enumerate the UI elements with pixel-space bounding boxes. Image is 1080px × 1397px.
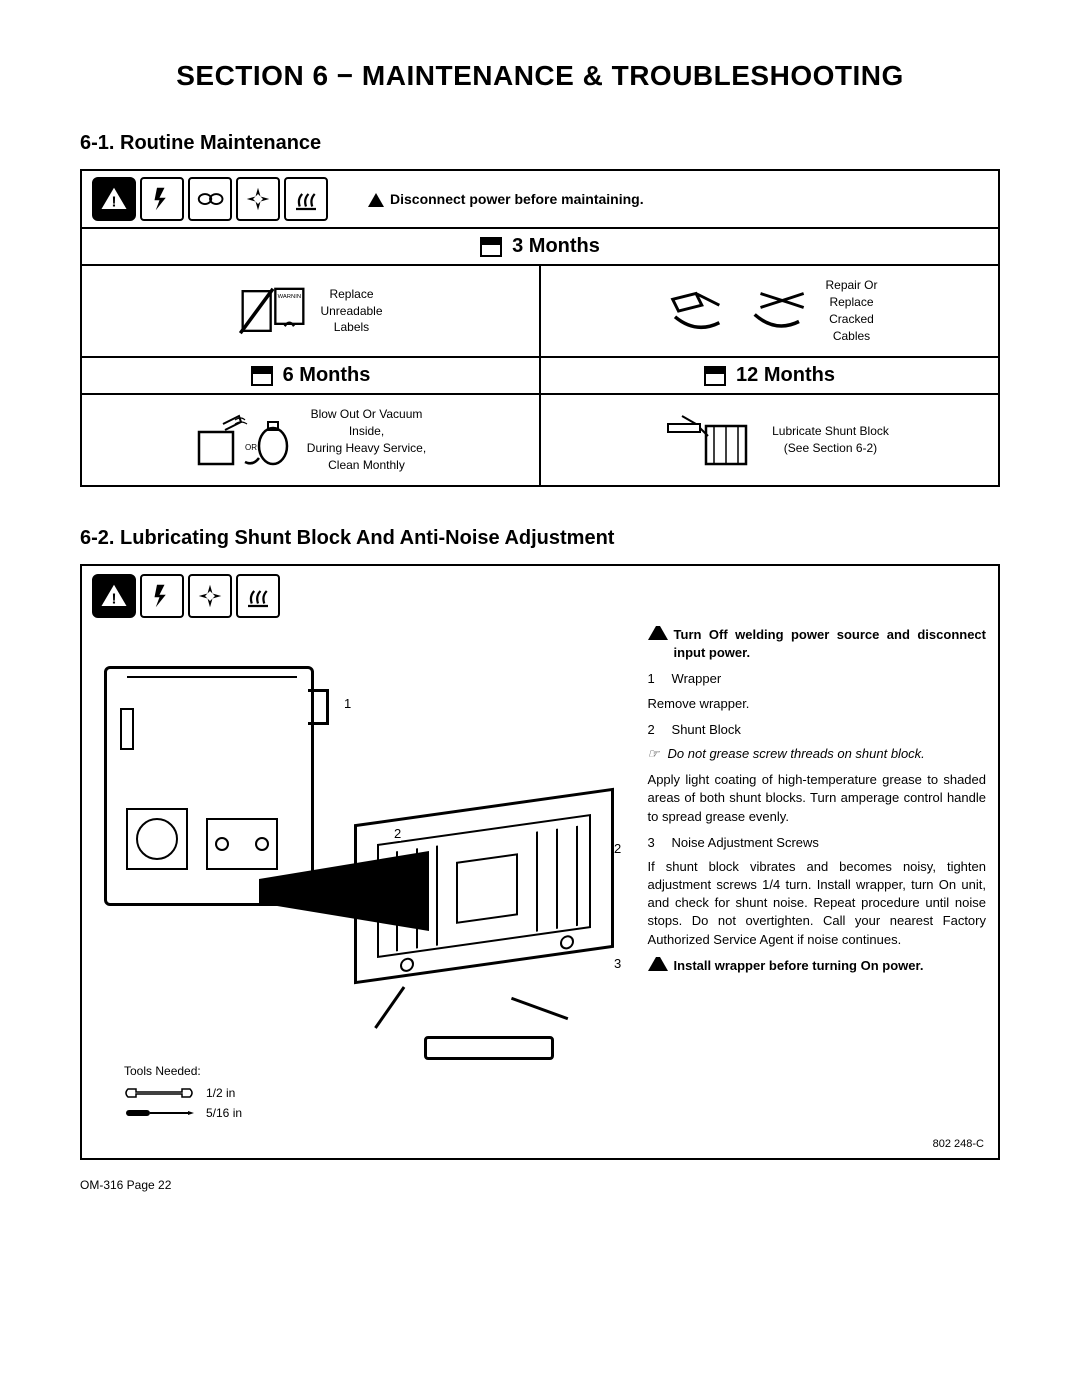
turn-off-warning: Turn Off welding power source and discon…	[674, 626, 986, 662]
tool-wrench-size: 1/2 in	[206, 1086, 235, 1100]
air-nozzle-icon: OR	[195, 410, 295, 470]
calendar-icon	[251, 366, 273, 386]
tool-screwdriver-row: 5/16 in	[124, 1106, 242, 1120]
grease-gun-shunt-icon	[650, 410, 760, 470]
unreadable-label-icon: WARNIN	[238, 281, 308, 341]
moving-parts-icon	[236, 177, 280, 221]
interval-6-label: 6 Months	[283, 364, 371, 387]
warning-triangle-icon: !	[92, 177, 136, 221]
interval-3-months-header: 3 Months	[82, 227, 998, 264]
welder-outline	[104, 666, 314, 906]
page-footer: OM-316 Page 22	[80, 1178, 1000, 1192]
interval-6-12-row: OR Blow Out Or Vacuum Inside, During Hea…	[82, 393, 998, 485]
interval-3-row: WARNIN Replace Unreadable Labels Repair …	[82, 264, 998, 356]
warning-triangle-icon: !	[92, 574, 136, 618]
subsection-6-1-title: 6-1. Routine Maintenance	[80, 132, 1000, 155]
blowout-text: Blow Out Or Vacuum Inside, During Heavy …	[307, 406, 426, 473]
callout-1: 1	[344, 696, 351, 711]
calendar-icon	[704, 366, 726, 386]
caution-triangle-icon	[368, 193, 384, 207]
grease-note: Do not grease screw threads on shunt blo…	[668, 746, 925, 761]
install-wrapper-warning: Install wrapper before turning On power.	[674, 957, 924, 975]
moving-parts-icon	[188, 574, 232, 618]
callout-3: 3	[614, 956, 621, 971]
lubricate-cell: Lubricate Shunt Block (See Section 6-2)	[539, 395, 998, 485]
cables-cell: Repair Or Replace Cracked Cables	[539, 266, 998, 356]
safety-icon-strip-2: !	[82, 566, 998, 618]
item-3-label: Noise Adjustment Screws	[672, 834, 819, 852]
instruction-text: Turn Off welding power source and discon…	[648, 626, 986, 1146]
svg-text:!: !	[112, 194, 117, 211]
calendar-icon	[480, 237, 502, 257]
tool-screwdriver-size: 5/16 in	[206, 1106, 242, 1120]
section-title: SECTION 6 − MAINTENANCE & TROUBLESHOOTIN…	[80, 60, 1000, 92]
safety-icon-strip: !	[92, 177, 328, 221]
interval-6-header: 6 Months	[82, 358, 539, 393]
tools-needed-block: Tools Needed: 1/2 in 5/16 in	[124, 1064, 242, 1126]
routine-maintenance-table: ! Disconnect power before maintaining. 3…	[80, 169, 1000, 487]
electric-shock-icon	[140, 574, 184, 618]
ground-clamp-icon	[743, 281, 813, 341]
tool-wrench-row: 1/2 in	[124, 1086, 242, 1100]
item-2-label: Shunt Block	[672, 721, 741, 739]
diagram-area: 1 2 2 3 Tools Needed: 1/2 in 5/16 in	[94, 626, 636, 1146]
note-pointer-icon: ☞	[648, 745, 668, 763]
callout-2a: 2	[394, 826, 401, 841]
apply-grease-text: Apply light coating of high-temperature …	[648, 771, 986, 826]
electric-shock-icon	[140, 177, 184, 221]
lubricate-text: Lubricate Shunt Block (See Section 6-2)	[772, 423, 889, 457]
interval-12-label: 12 Months	[736, 364, 835, 387]
callout-2b: 2	[614, 841, 621, 856]
hot-surface-icon	[236, 574, 280, 618]
interval-3-label: 3 Months	[512, 235, 600, 258]
subsection-6-2-title: 6-2. Lubricating Shunt Block And Anti-No…	[80, 527, 1000, 550]
screwdriver-icon	[124, 1106, 194, 1120]
caution-triangle-icon	[648, 957, 668, 971]
interval-12-header: 12 Months	[539, 358, 998, 393]
blowout-cell: OR Blow Out Or Vacuum Inside, During Hea…	[82, 395, 539, 485]
warning-row: ! Disconnect power before maintaining.	[82, 171, 998, 227]
interval-6-12-header-row: 6 Months 12 Months	[82, 356, 998, 393]
labels-cell: WARNIN Replace Unreadable Labels	[82, 266, 539, 356]
electrode-clamp-icon	[661, 281, 731, 341]
item-1-label: Wrapper	[672, 670, 722, 688]
noise-adjust-text: If shunt block vibrates and becomes nois…	[648, 858, 986, 949]
labels-text: Replace Unreadable Labels	[320, 286, 382, 336]
eye-protection-icon	[188, 177, 232, 221]
caution-triangle-icon	[648, 626, 668, 640]
shunt-block-detail	[354, 788, 614, 985]
svg-text:!: !	[112, 591, 117, 608]
tools-label: Tools Needed:	[124, 1064, 242, 1078]
item-1-num: 1	[648, 670, 662, 688]
item-2-num: 2	[648, 721, 662, 739]
disconnect-warning-text: Disconnect power before maintaining.	[390, 191, 644, 207]
svg-text:WARNIN: WARNIN	[278, 294, 301, 300]
wrench-icon	[124, 1086, 194, 1100]
disconnect-warning: Disconnect power before maintaining.	[368, 191, 644, 207]
hot-surface-icon	[284, 177, 328, 221]
svg-text:OR: OR	[245, 443, 257, 452]
cables-text: Repair Or Replace Cracked Cables	[825, 277, 877, 344]
grease-gun-graphic	[384, 996, 584, 1106]
remove-wrapper-text: Remove wrapper.	[648, 695, 986, 713]
figure-reference: 802 248-C	[933, 1138, 984, 1150]
item-3-num: 3	[648, 834, 662, 852]
shunt-block-figure: !	[80, 564, 1000, 1160]
